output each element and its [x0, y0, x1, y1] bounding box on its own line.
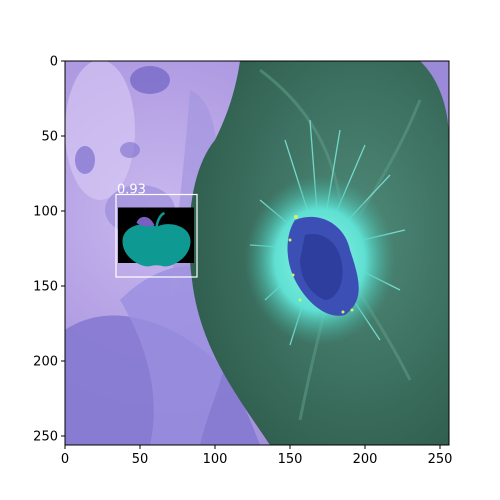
- bounding-box: [115, 193, 198, 278]
- x-tick-label: 0: [61, 452, 69, 467]
- y-tick-label: 50: [41, 130, 58, 145]
- y-axis: 0 50 100 150 200 250: [33, 55, 65, 445]
- x-tick-label: 50: [132, 452, 149, 467]
- x-tick-label: 200: [353, 452, 378, 467]
- y-tick-label: 0: [50, 55, 58, 70]
- y-tick-label: 100: [33, 205, 58, 220]
- x-tick-label: 250: [428, 452, 453, 467]
- x-tick-label: 100: [203, 452, 228, 467]
- detection-box: 0.93: [115, 183, 198, 278]
- x-axis: 0 50 100 150 200 250: [61, 445, 453, 467]
- detection-score: 0.93: [117, 183, 146, 198]
- apple-icon: [122, 211, 191, 267]
- x-tick-label: 150: [278, 452, 303, 467]
- y-tick-label: 150: [33, 280, 58, 295]
- axes-frame: [64, 60, 450, 446]
- y-tick-label: 250: [33, 430, 58, 445]
- y-tick-label: 200: [33, 355, 58, 370]
